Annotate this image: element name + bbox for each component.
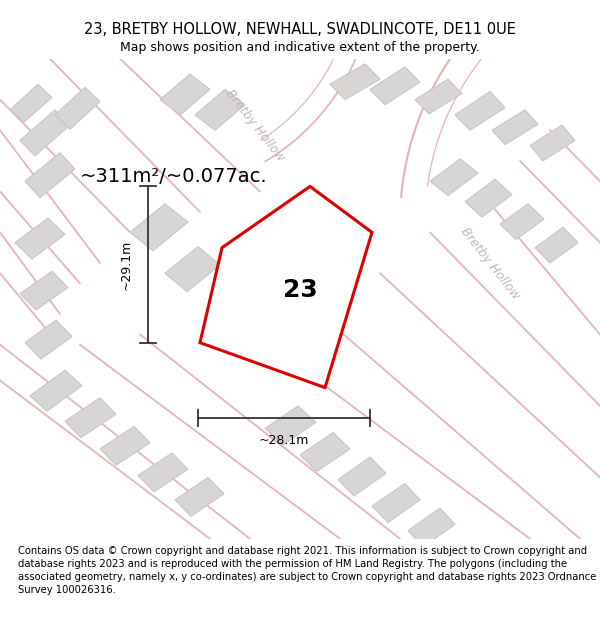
Polygon shape [372, 484, 420, 522]
Polygon shape [330, 64, 380, 99]
Text: ~29.1m: ~29.1m [119, 239, 133, 289]
Polygon shape [430, 159, 478, 196]
Polygon shape [455, 91, 505, 130]
Polygon shape [55, 88, 100, 129]
Text: Bretby Hollow: Bretby Hollow [223, 87, 287, 164]
Polygon shape [500, 204, 544, 239]
Polygon shape [492, 110, 538, 144]
Polygon shape [408, 508, 455, 547]
Polygon shape [530, 125, 575, 161]
Polygon shape [25, 320, 72, 359]
Polygon shape [138, 453, 188, 492]
Polygon shape [20, 271, 68, 310]
Polygon shape [265, 406, 316, 445]
Polygon shape [370, 67, 420, 105]
Text: ~311m²/~0.077ac.: ~311m²/~0.077ac. [80, 167, 268, 186]
Polygon shape [338, 457, 386, 496]
Polygon shape [65, 398, 116, 437]
Text: ~28.1m: ~28.1m [259, 434, 309, 447]
Text: Contains OS data © Crown copyright and database right 2021. This information is : Contains OS data © Crown copyright and d… [18, 546, 596, 595]
Text: 23: 23 [283, 278, 318, 301]
Polygon shape [160, 74, 210, 115]
Polygon shape [100, 426, 150, 465]
Polygon shape [175, 478, 224, 516]
Polygon shape [25, 152, 75, 198]
Polygon shape [195, 89, 245, 130]
Polygon shape [15, 218, 65, 259]
Polygon shape [415, 79, 462, 114]
Text: 23, BRETBY HOLLOW, NEWHALL, SWADLINCOTE, DE11 0UE: 23, BRETBY HOLLOW, NEWHALL, SWADLINCOTE,… [84, 22, 516, 38]
Polygon shape [535, 228, 578, 263]
Polygon shape [250, 269, 302, 310]
Text: Map shows position and indicative extent of the property.: Map shows position and indicative extent… [120, 41, 480, 54]
Polygon shape [10, 84, 52, 122]
Polygon shape [165, 247, 220, 292]
Text: Bretby Hollow: Bretby Hollow [458, 224, 522, 301]
Polygon shape [30, 370, 82, 411]
Polygon shape [465, 179, 512, 217]
Polygon shape [200, 186, 372, 388]
Polygon shape [130, 204, 188, 251]
Polygon shape [300, 432, 350, 471]
Polygon shape [20, 110, 70, 156]
